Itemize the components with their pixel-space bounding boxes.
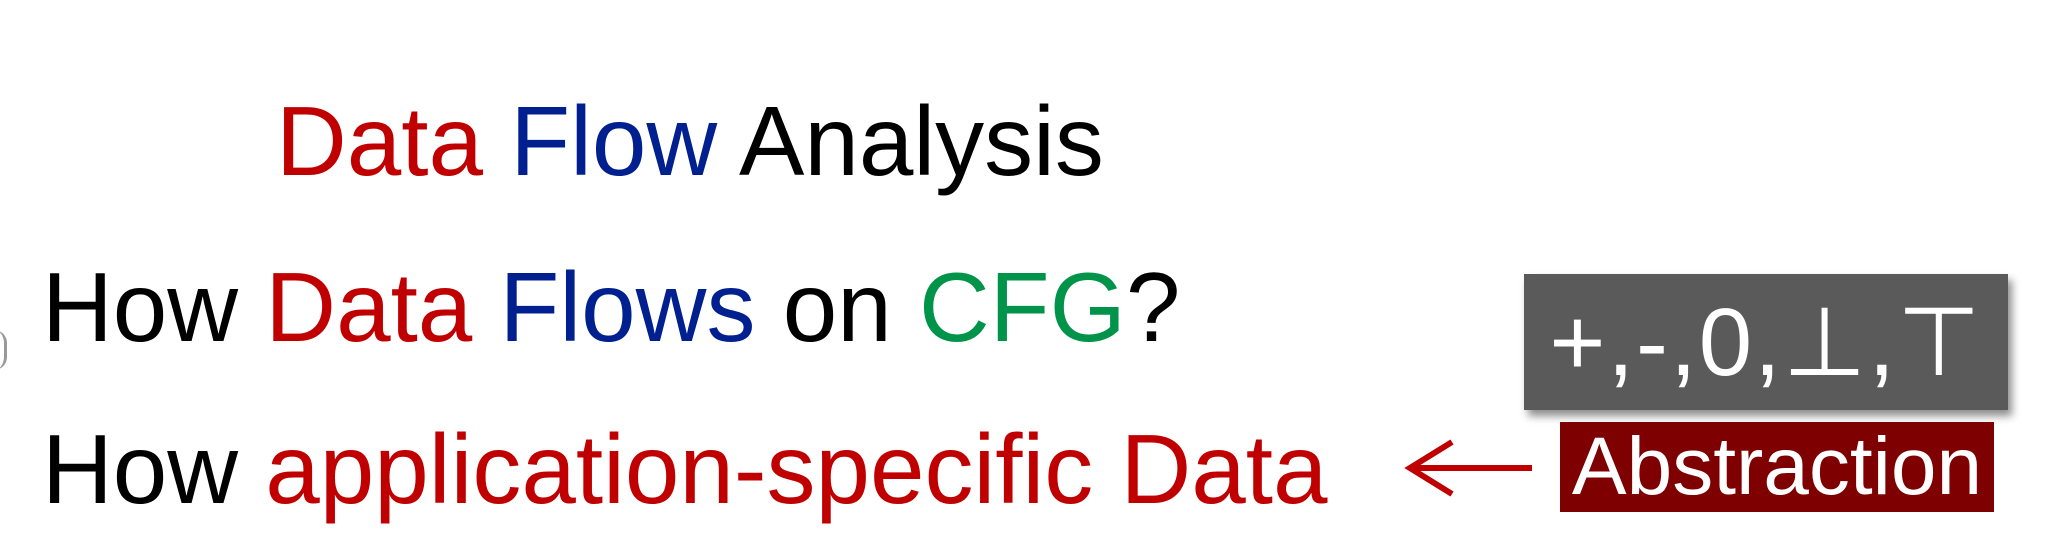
line3-how: How (42, 414, 239, 524)
left-arrow-icon (1404, 439, 1532, 497)
abstraction-box: Abstraction (1560, 421, 1994, 512)
question-data-flows: How Data Flows on CFG? (42, 258, 1180, 356)
line2-on: on (782, 252, 892, 362)
line2-cfg: CFG (918, 252, 1126, 362)
lattice-values-box: +,-,0,⊥,⊤ (1524, 274, 2008, 410)
line2-data: Data (265, 252, 473, 362)
line2-question-mark: ? (1125, 252, 1181, 362)
line3-application-specific-data: application-specific Data (265, 414, 1328, 524)
title-word-data: Data (276, 86, 484, 196)
line2-how: How (42, 252, 239, 362)
abstraction-label: Abstraction (1571, 421, 1983, 512)
title-word-analysis: Analysis (739, 86, 1104, 196)
slide-title: Data Flow Analysis (276, 92, 1104, 190)
edge-artifact (0, 330, 7, 370)
lattice-values: +,-,0,⊥,⊤ (1549, 289, 1983, 396)
question-application-data: How application-specific Data (42, 420, 1328, 518)
line2-flows: Flows (499, 252, 756, 362)
title-word-flow: Flow (510, 86, 718, 196)
